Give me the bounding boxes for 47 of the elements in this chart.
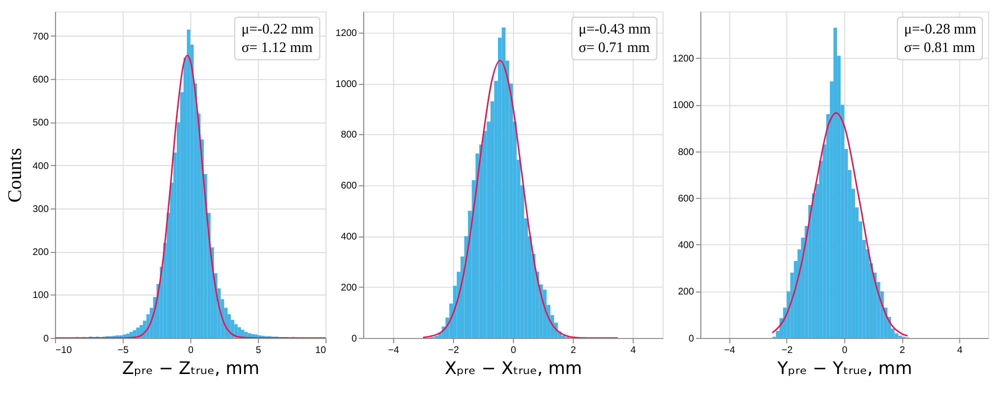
y-tick-label: 1200 [672, 53, 694, 64]
annotation: σ= 1.12 mm [241, 40, 314, 56]
y-tick-label: 0 [688, 333, 694, 344]
y-tick-label: 100 [32, 290, 49, 302]
x-tick-label: 0 [188, 344, 194, 356]
x-tick-label: 4 [957, 344, 964, 356]
annotation: μ=-0.28 mm [904, 22, 978, 38]
x-tick-label: −2 [782, 344, 793, 356]
x-tick-label: −10 [56, 344, 72, 356]
x-tick-label: 10 [315, 344, 326, 356]
y-tick-label: 0 [43, 333, 49, 344]
x-axis-title: Yₚᵣₑ − Yₜᵣᵤₑ, mm [776, 359, 912, 380]
x-tick-label: 4 [630, 344, 636, 356]
x-tick-label: 2 [900, 344, 905, 356]
y-tick-label: 400 [678, 240, 694, 252]
y-tick-label: 1000 [335, 78, 357, 90]
y-tick-label: 400 [340, 232, 357, 243]
y-tick-label: 200 [340, 282, 357, 294]
y-tick-label: 200 [678, 286, 694, 298]
annotation: σ= 0.81 mm [904, 40, 976, 56]
y-tick-label: 1200 [335, 28, 357, 39]
x-tick-label: 5 [256, 344, 262, 356]
x-tick-label: 0 [842, 344, 848, 356]
x-axis-title: Zₚᵣₑ − Zₜᵣᵤₑ, mm [122, 359, 260, 380]
x-tick-label: −4 [388, 344, 400, 356]
y-tick-label: 1000 [672, 100, 694, 112]
y-tick-label: 600 [340, 180, 357, 192]
x-tick-label: −4 [724, 344, 736, 356]
annotation: μ=-0.43 mm [578, 22, 652, 38]
x-axis-title: Xₚᵣₑ − Xₜᵣᵤₑ, mm [444, 359, 582, 380]
annotation: μ=-0.22 mm [241, 22, 314, 38]
y-tick-label: 400 [32, 160, 49, 172]
y-tick-label: 800 [678, 146, 694, 158]
y-tick-label: 700 [32, 31, 49, 42]
y-tick-label: 600 [678, 193, 694, 204]
y-tick-label: 300 [32, 204, 49, 215]
y-axis-title: Counts [5, 148, 26, 203]
y-tick-label: 0 [352, 333, 357, 344]
x-tick-label: 2 [570, 344, 576, 356]
x-tick-label: 0 [510, 344, 516, 356]
y-tick-label: 800 [340, 130, 357, 141]
annotation: σ= 0.71 mm [578, 40, 650, 56]
x-tick-label: −5 [118, 344, 129, 356]
x-tick-label: −2 [448, 344, 460, 356]
y-tick-label: 500 [32, 118, 49, 129]
y-tick-label: 600 [32, 74, 49, 86]
y-tick-label: 200 [32, 247, 49, 258]
